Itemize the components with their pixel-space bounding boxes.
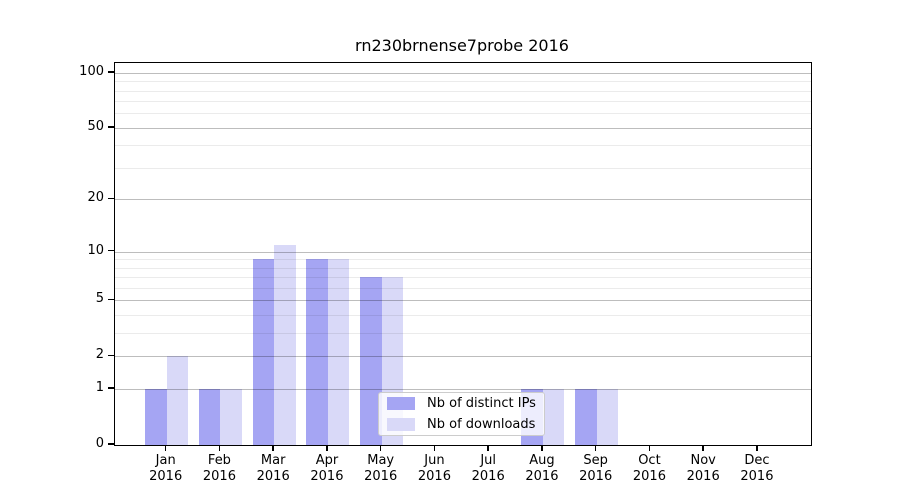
y-tick-mark xyxy=(108,71,114,73)
x-tick-label: Jun 2016 xyxy=(417,453,451,484)
x-tick-label: Sep 2016 xyxy=(579,453,613,484)
x-tick-label: Feb 2016 xyxy=(202,453,236,484)
x-tick-label: Aug 2016 xyxy=(525,453,559,484)
major-gridline xyxy=(115,389,811,391)
x-tick-mark xyxy=(433,445,436,451)
y-tick-label: 20 xyxy=(87,190,104,206)
minor-gridline xyxy=(115,288,811,290)
x-tick-mark xyxy=(702,445,704,451)
y-tick-mark xyxy=(108,197,114,200)
bar xyxy=(575,389,597,445)
legend-item-distinct-ips: Nb of distinct IPs xyxy=(379,395,544,412)
minor-gridline xyxy=(115,333,811,335)
y-tick-mark xyxy=(108,354,114,357)
bar xyxy=(220,389,242,445)
bar xyxy=(274,244,296,445)
minor-gridline xyxy=(115,145,811,147)
legend-label-downloads: Nb of downloads xyxy=(427,417,536,432)
bar xyxy=(360,277,382,445)
bar xyxy=(596,389,619,445)
x-tick-label: Mar 2016 xyxy=(256,453,290,484)
bar xyxy=(252,259,275,445)
x-tick-mark xyxy=(756,445,758,451)
x-tick-label: May 2016 xyxy=(364,453,398,484)
minor-gridline xyxy=(115,277,811,279)
minor-gridline xyxy=(115,168,811,170)
y-tick-label: 100 xyxy=(79,63,104,79)
y-tick-label: 5 xyxy=(95,291,104,307)
minor-gridline xyxy=(115,81,811,83)
legend-swatch-distinct-ips-icon xyxy=(387,397,415,410)
x-tick-mark xyxy=(326,445,328,451)
bar xyxy=(327,259,350,445)
x-tick-mark xyxy=(541,445,543,451)
chart-title: rn230brnense7probe 2016 xyxy=(355,36,569,55)
y-tick-mark xyxy=(108,443,114,445)
y-tick-label: 0 xyxy=(95,436,104,451)
y-tick-mark xyxy=(108,387,114,389)
y-tick-label: 10 xyxy=(87,242,104,258)
x-tick-label: Nov 2016 xyxy=(686,453,720,484)
legend: Nb of distinct IPs Nb of downloads xyxy=(378,392,545,436)
major-gridline xyxy=(115,300,811,302)
minor-gridline xyxy=(115,315,811,317)
major-gridline xyxy=(115,199,811,201)
x-tick-label: Apr 2016 xyxy=(310,453,344,484)
minor-gridline xyxy=(115,101,811,103)
x-tick-label: Jul 2016 xyxy=(471,453,505,484)
x-tick-label: Jan 2016 xyxy=(149,453,183,484)
x-tick-label: Dec 2016 xyxy=(740,453,774,484)
x-tick-mark xyxy=(272,445,274,451)
x-tick-mark xyxy=(218,445,221,451)
x-tick-label: Oct 2016 xyxy=(632,453,666,484)
minor-gridline xyxy=(115,113,811,115)
x-tick-mark xyxy=(164,445,167,451)
legend-label-distinct-ips: Nb of distinct IPs xyxy=(427,396,536,411)
bar xyxy=(166,356,189,445)
legend-item-downloads: Nb of downloads xyxy=(379,416,544,433)
major-gridline xyxy=(115,127,811,129)
y-tick-label: 2 xyxy=(95,347,104,363)
y-tick-mark xyxy=(108,126,114,128)
major-gridline xyxy=(115,72,811,74)
x-tick-mark xyxy=(648,445,651,451)
legend-swatch-downloads-icon xyxy=(387,418,415,431)
major-gridline xyxy=(115,251,811,253)
bar xyxy=(198,389,221,445)
x-tick-mark xyxy=(379,445,382,451)
y-tick-label: 1 xyxy=(95,380,104,396)
y-tick-mark xyxy=(108,298,114,301)
y-tick-mark xyxy=(108,249,114,252)
y-tick-label: 50 xyxy=(87,118,104,134)
bar xyxy=(542,389,565,445)
minor-gridline xyxy=(115,259,811,261)
bar xyxy=(145,389,167,445)
plot-area xyxy=(114,62,812,446)
major-gridline xyxy=(115,356,811,358)
x-tick-mark xyxy=(594,445,597,451)
minor-gridline xyxy=(115,267,811,269)
bar xyxy=(306,259,328,445)
minor-gridline xyxy=(115,90,811,92)
x-tick-mark xyxy=(487,445,489,451)
